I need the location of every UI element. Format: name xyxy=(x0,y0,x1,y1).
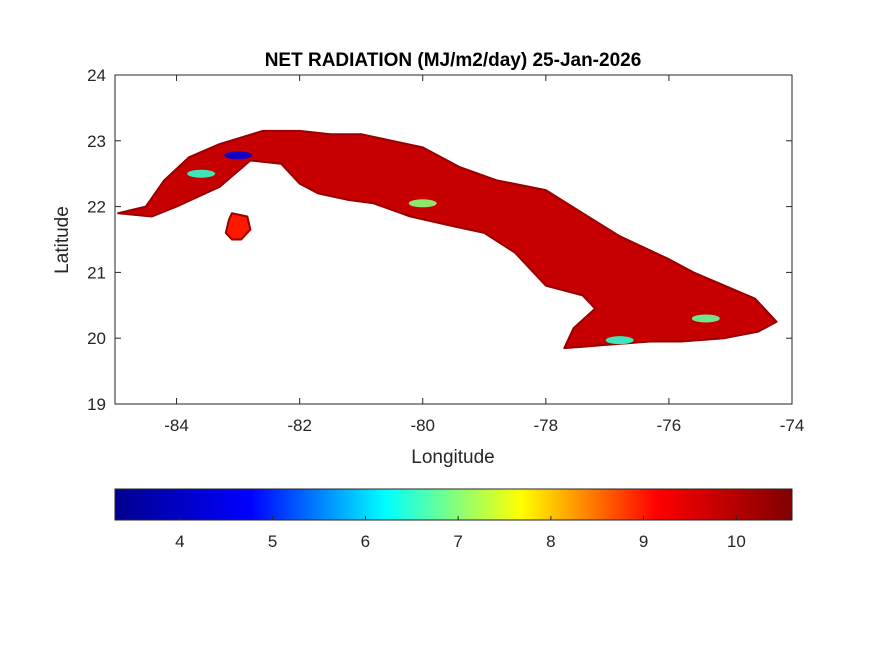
y-tick-label-4: 23 xyxy=(87,132,106,151)
colorbar-tick-label-0: 4 xyxy=(175,532,184,551)
map-highlight-3 xyxy=(691,314,720,323)
x-tick-label-1: -82 xyxy=(287,416,312,435)
y-tick-label-0: 19 xyxy=(87,395,106,414)
colorbar xyxy=(114,488,793,521)
map-axes-frame xyxy=(114,74,793,405)
colorbar-tick-label-3: 7 xyxy=(453,532,462,551)
colorbar-tick-label-2: 6 xyxy=(361,532,370,551)
plot-title: NET RADIATION (MJ/m2/day) 25-Jan-2026 xyxy=(265,50,642,71)
map-highlight-1 xyxy=(187,169,216,178)
map-regions xyxy=(117,129,778,350)
y-tick-label-3: 22 xyxy=(87,198,106,217)
x-axis-ticks: -84 -82 -80 -78 -76 -74 xyxy=(164,75,804,435)
x-tick-label-3: -78 xyxy=(534,416,559,435)
x-tick-label-4: -76 xyxy=(657,416,682,435)
map-axes-background xyxy=(115,75,792,404)
map-region-0 xyxy=(117,129,778,350)
map-highlights xyxy=(187,151,720,345)
colorbar-tick-label-6: 10 xyxy=(727,532,746,551)
x-tick-label-2: -80 xyxy=(410,416,435,435)
map-region-1 xyxy=(224,212,252,241)
y-axis-ticks: 19 20 21 22 23 24 xyxy=(87,66,792,414)
x-tick-label-0: -84 xyxy=(164,416,189,435)
colorbar-tick-label-4: 8 xyxy=(546,532,555,551)
colorbar-tick-label-1: 5 xyxy=(268,532,277,551)
x-tick-label-5: -74 xyxy=(780,416,805,435)
y-axis-title: Latitude xyxy=(52,206,73,274)
y-tick-label-5: 24 xyxy=(87,66,106,85)
y-tick-label-1: 20 xyxy=(87,329,106,348)
map-highlight-0 xyxy=(224,151,253,160)
colorbar-ticks: 4 5 6 7 8 9 10 xyxy=(175,516,746,551)
y-tick-label-2: 21 xyxy=(87,263,106,282)
map-highlight-2 xyxy=(605,336,634,345)
colorbar-tick-label-5: 9 xyxy=(639,532,648,551)
x-axis-title: Longitude xyxy=(411,447,494,468)
map-highlight-4 xyxy=(408,199,437,208)
